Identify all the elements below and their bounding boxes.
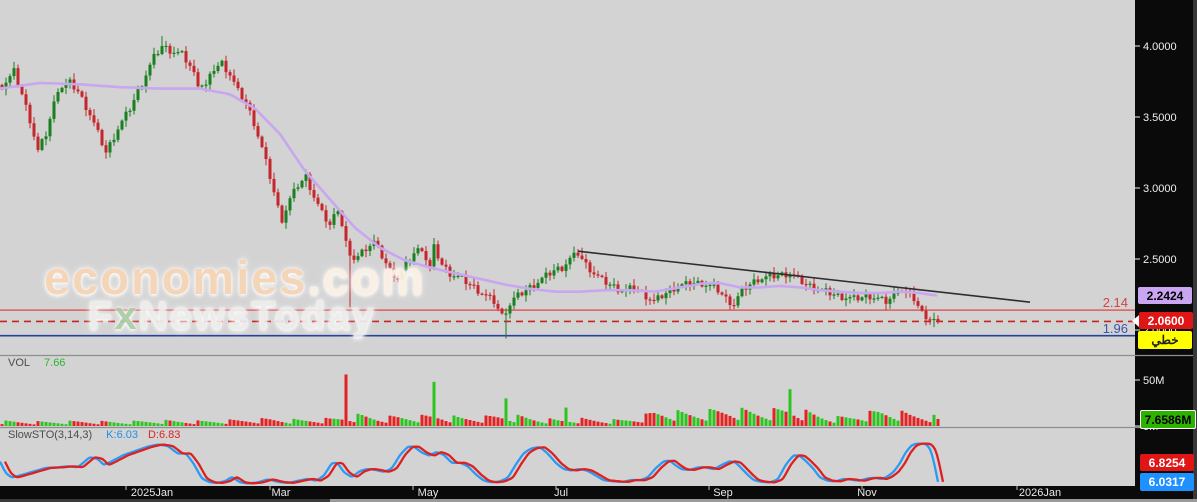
month-label: Sep [713, 487, 733, 499]
h-scrollbar-track[interactable] [0, 499, 1197, 502]
price-tick-label: 2.5000 [1143, 254, 1177, 266]
price-tick-label: 3.0000 [1143, 183, 1177, 195]
moving-average-line[interactable] [0, 81, 938, 297]
support-level-label: 1.96 [1102, 320, 1128, 336]
descending-trendline[interactable] [577, 250, 1031, 303]
volume-current-value: 7.66 [44, 357, 66, 369]
month-label: Mar [272, 487, 291, 499]
ma-value-badge: 2.2424 [1138, 287, 1192, 304]
horizontal-levels-layer [0, 309, 1135, 337]
price-badge-pointer-icon [1132, 314, 1139, 327]
volume-value-badge: 7.6586M [1140, 410, 1196, 429]
current-price-badge-text: 2.0600 [1147, 313, 1185, 328]
volume-label: VOL [8, 357, 31, 369]
sto-d-line [3, 442, 945, 485]
month-label: 2025Jan [131, 487, 173, 499]
volume-layer [0, 374, 940, 426]
volume-panel-legend: VOL 7.66 [8, 357, 65, 369]
h-scrollbar-thumb[interactable] [0, 499, 330, 502]
sto-indicator-label: SlowSTO(3,14,3) [8, 429, 93, 441]
month-label: Jul [554, 487, 568, 499]
sto-lines-layer [0, 442, 945, 485]
scale-type-badge[interactable]: خطي [1138, 331, 1192, 349]
volume-tick-label: 50M [1143, 375, 1164, 387]
current-price-badge: 2.0600 [1132, 312, 1193, 329]
right-edge-strip [1193, 0, 1197, 499]
price-tick-label: 4.0000 [1143, 41, 1177, 53]
sto-k-value-badge: 6.0317 [1140, 473, 1194, 491]
resistance-level-label: 2.14 [1102, 295, 1128, 311]
sto-panel-legend: SlowSTO(3,14,3) K:6.03 D:6.83 [8, 429, 180, 441]
sto-d-value: D:6.83 [147, 429, 181, 441]
month-label: 2026Jan [1019, 487, 1061, 499]
month-label: Nov [857, 487, 877, 499]
x-axis-strip [0, 486, 1197, 499]
sto-d-value-badge: 6.8254 [1140, 454, 1194, 471]
sto-k-value: K:6.03 [106, 429, 138, 441]
price-tick-label: 3.5000 [1143, 112, 1177, 124]
month-label: May [418, 487, 439, 499]
x-axis-labels: 2025Jan Mar May Jul Sep Nov 2026Jan [125, 486, 1061, 499]
